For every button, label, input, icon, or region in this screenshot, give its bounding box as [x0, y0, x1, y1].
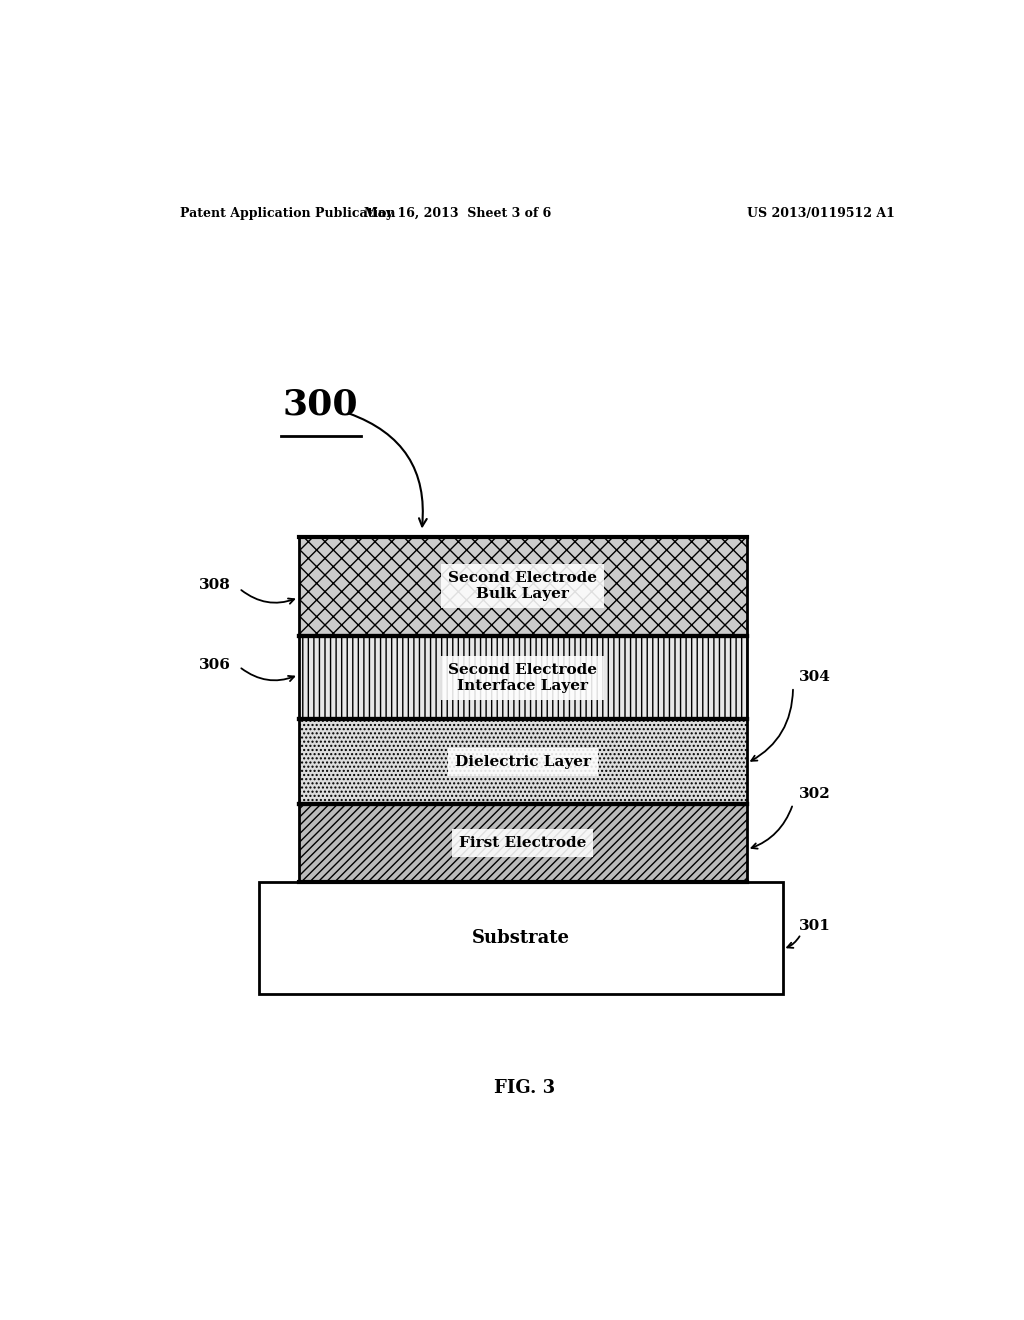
- Bar: [299, 804, 748, 882]
- Text: 302: 302: [799, 787, 830, 801]
- Text: 308: 308: [200, 578, 231, 593]
- Text: US 2013/0119512 A1: US 2013/0119512 A1: [748, 207, 895, 220]
- Text: Second Electrode
Interface Layer: Second Electrode Interface Layer: [449, 663, 597, 693]
- Text: First Electrode: First Electrode: [459, 836, 587, 850]
- Bar: [299, 719, 748, 804]
- Text: May 16, 2013  Sheet 3 of 6: May 16, 2013 Sheet 3 of 6: [364, 207, 551, 220]
- Bar: [259, 882, 782, 994]
- Text: 304: 304: [799, 669, 830, 684]
- Text: FIG. 3: FIG. 3: [495, 1080, 555, 1097]
- Text: 301: 301: [799, 919, 830, 933]
- Text: Second Electrode
Bulk Layer: Second Electrode Bulk Layer: [449, 572, 597, 602]
- Text: Dielectric Layer: Dielectric Layer: [455, 755, 591, 768]
- Bar: [299, 636, 748, 719]
- Bar: [299, 536, 748, 636]
- Text: Substrate: Substrate: [472, 929, 569, 946]
- Text: 300: 300: [283, 387, 358, 421]
- Text: Patent Application Publication: Patent Application Publication: [179, 207, 395, 220]
- Text: 306: 306: [200, 657, 231, 672]
